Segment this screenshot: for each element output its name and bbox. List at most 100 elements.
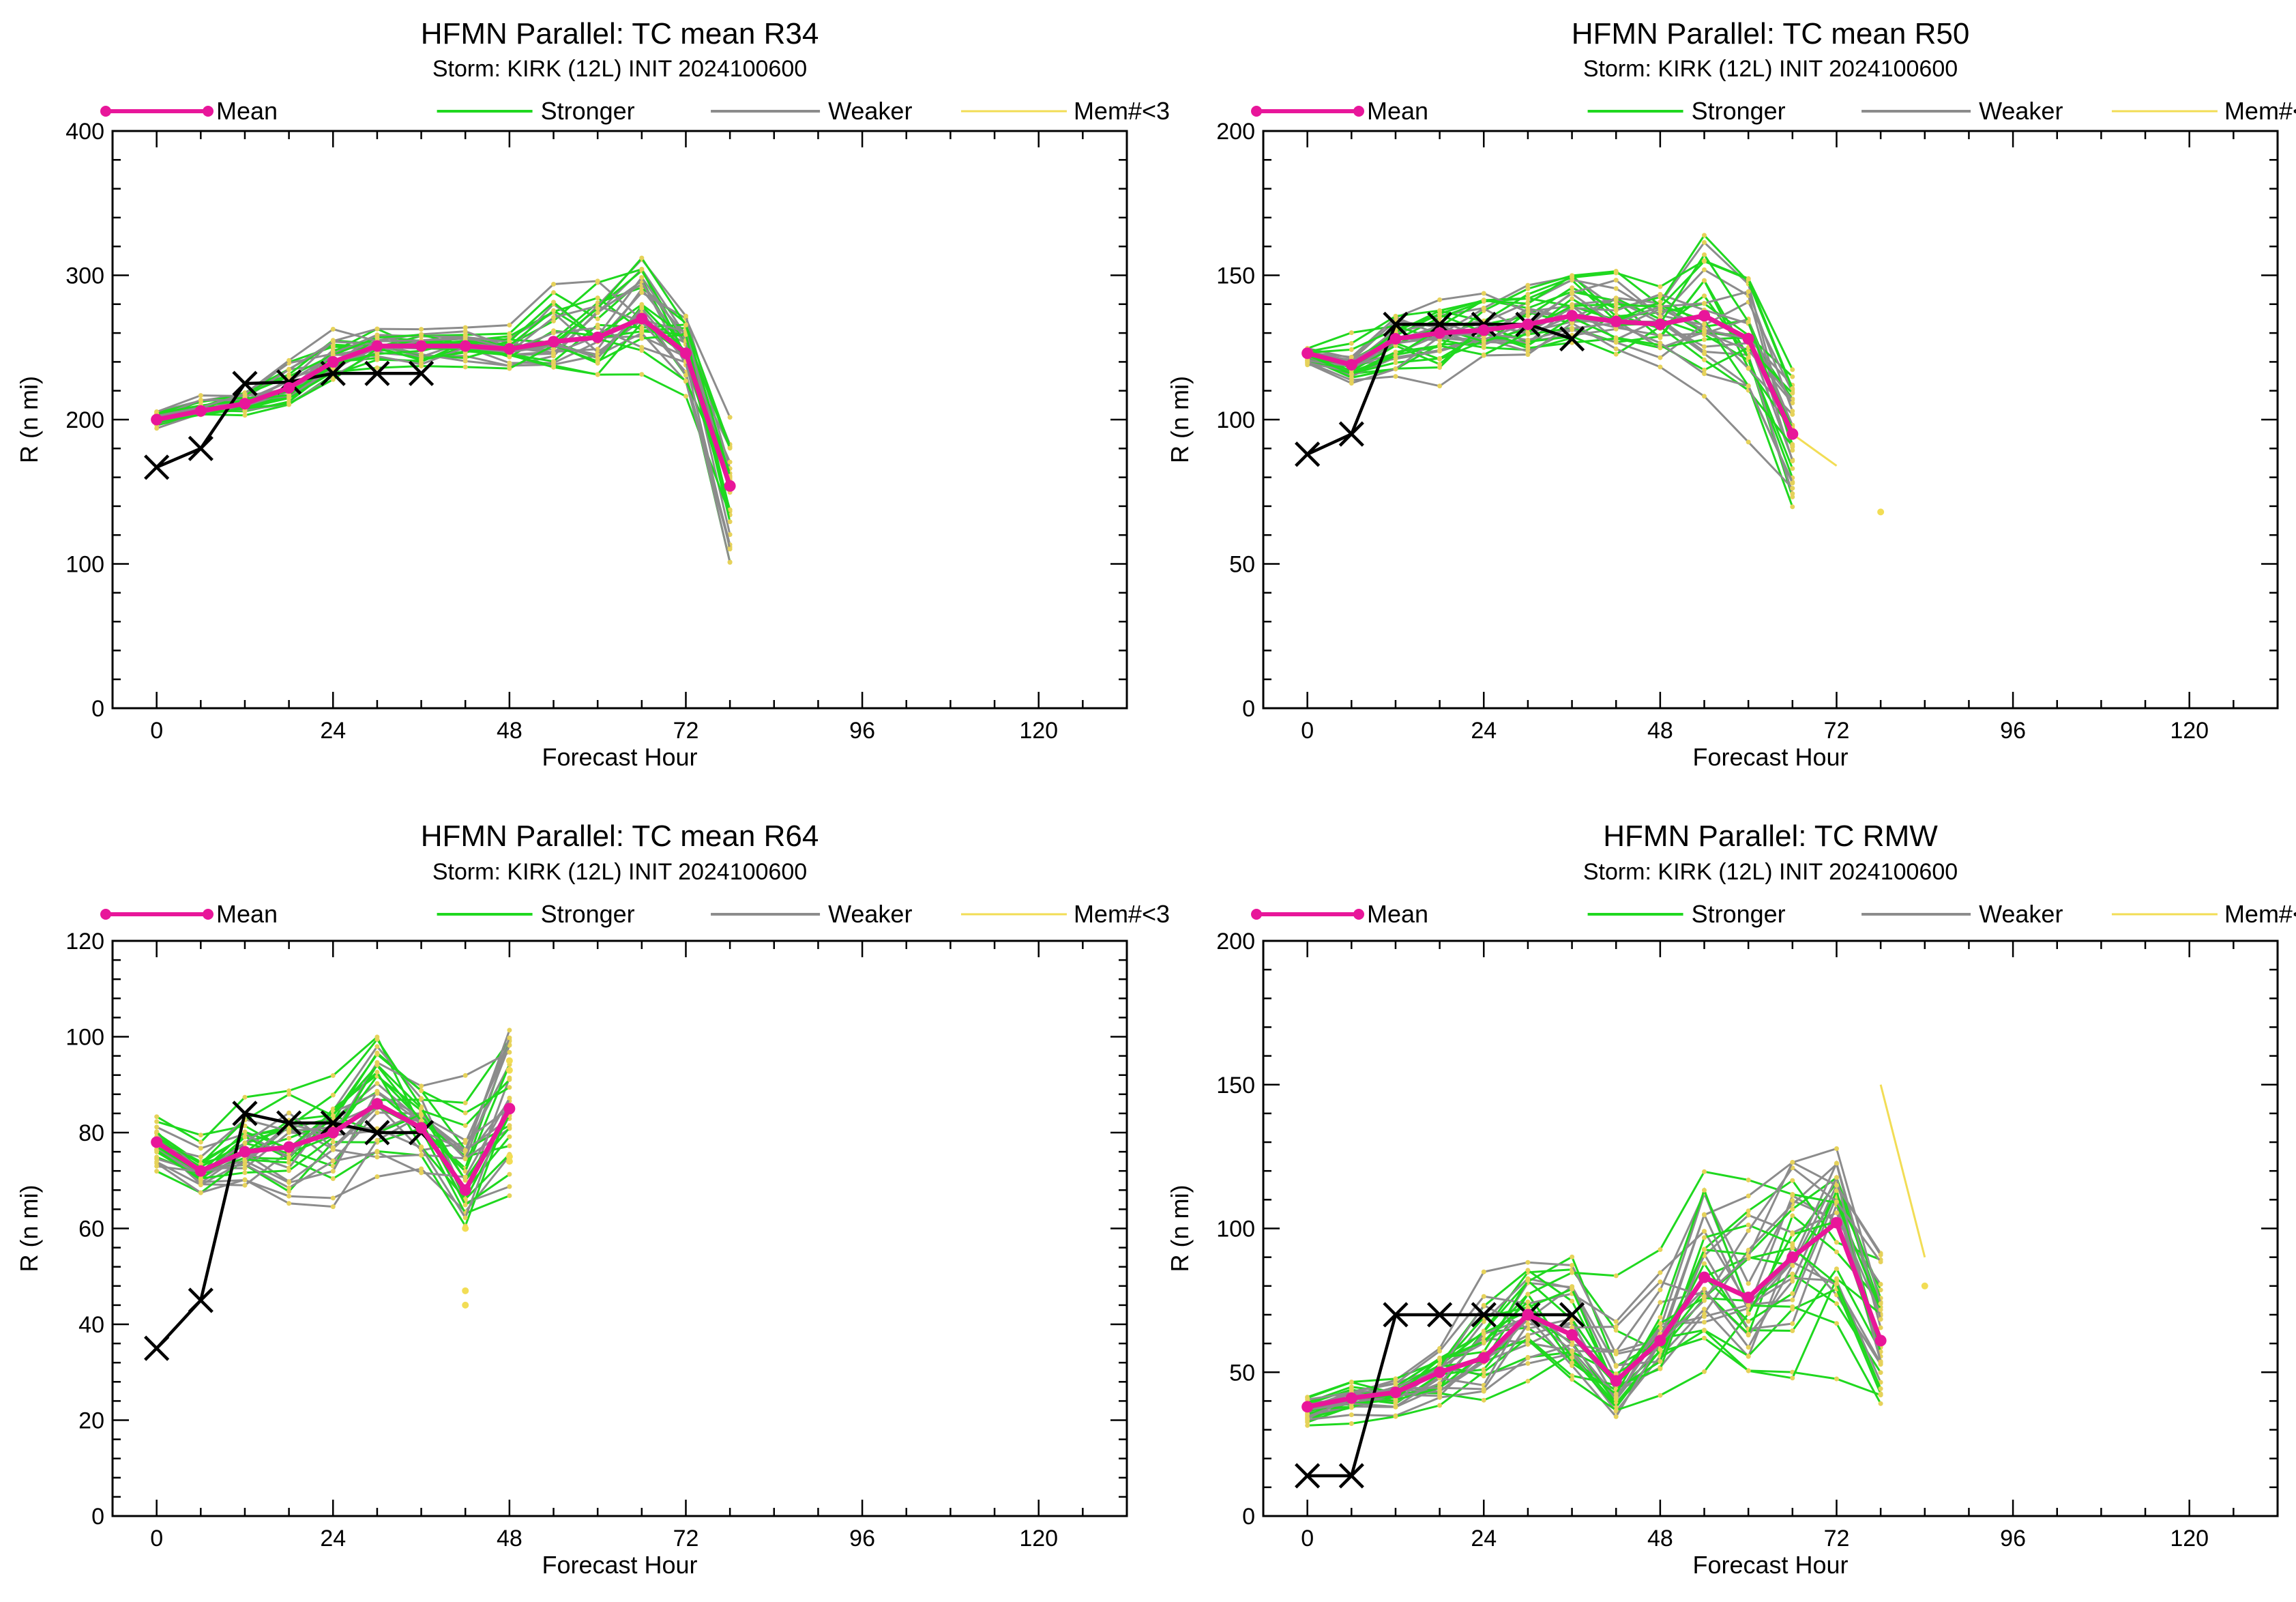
ensemble-member-point: [1702, 267, 1707, 272]
ensemble-member-point: [1790, 491, 1795, 496]
ensemble-member-point: [1481, 352, 1486, 358]
ensemble-member-point: [1702, 239, 1707, 245]
ensemble-member-point: [1878, 1259, 1883, 1264]
ensemble-member-point: [1349, 1380, 1354, 1385]
ensemble-member-line: [1307, 1160, 1882, 1421]
ensemble-member-point: [286, 358, 292, 363]
ensemble-member-point: [683, 322, 688, 327]
ensemble-member-point: [462, 1073, 468, 1078]
ensemble-member-point: [1525, 352, 1531, 358]
ensemble-member-point: [286, 1185, 292, 1191]
ensemble-member-point: [1525, 313, 1531, 319]
observed-marker: [144, 454, 170, 480]
observed-marker: [364, 1120, 390, 1146]
ensemble-member-line: [1307, 1174, 1882, 1411]
legend-few-members-label: Mem#<3: [2224, 97, 2296, 125]
ensemble-member-point: [1613, 1324, 1619, 1329]
x-tick-label: 120: [1019, 1526, 1058, 1552]
ensemble-member-point: [1349, 381, 1354, 386]
ensemble-member-point: [1613, 346, 1619, 351]
ensemble-member-point: [1613, 1319, 1619, 1324]
chart-subtitle: Storm: KIRK (12L) INIT 2024100600: [1583, 859, 1958, 885]
legend-stronger-label: Stronger: [1692, 97, 1786, 125]
ensemble-member-point: [1702, 1335, 1707, 1341]
mean-point: [1522, 1309, 1534, 1321]
y-tick-label: 100: [65, 552, 104, 578]
ensemble-member-point: [374, 1174, 380, 1180]
ensemble-member-point: [1790, 1297, 1795, 1302]
ensemble-member-point: [1790, 1271, 1795, 1277]
ensemble-member-point: [154, 1124, 160, 1130]
ensemble-member-line: [1307, 1220, 1882, 1412]
ensemble-member-point: [1746, 1222, 1751, 1227]
ensemble-member-point: [462, 1169, 468, 1174]
mean-point: [1345, 359, 1357, 371]
ensemble-member-point: [1746, 1178, 1751, 1182]
ensemble-member-point: [1790, 480, 1795, 486]
ensemble-member-point: [1746, 1247, 1751, 1253]
ensemble-member-line: [1307, 294, 1794, 469]
ensemble-member-point: [1437, 1356, 1443, 1362]
ensemble-member-point: [595, 325, 600, 330]
ensemble-member-point: [1790, 504, 1795, 510]
ensemble-member-point: [1437, 349, 1443, 354]
ensemble-member-point: [1437, 355, 1443, 361]
ensemble-member-point: [242, 1165, 248, 1171]
ensemble-member-point: [1746, 1193, 1751, 1199]
ensemble-member-point: [242, 1170, 248, 1176]
mean-point: [1389, 333, 1402, 345]
ensemble-member-point: [462, 1202, 468, 1208]
ensemble-member-point: [374, 1091, 380, 1096]
ensemble-member-point: [286, 1154, 292, 1160]
y-axis-label: R (n mi): [1166, 376, 1194, 463]
ensemble-member-point: [462, 1137, 468, 1143]
ensemble-member-point: [419, 1096, 424, 1101]
ensemble-member-point: [1613, 297, 1619, 303]
observed-marker: [1338, 1463, 1364, 1489]
ensemble-member-line: [1307, 290, 1794, 412]
plot-frame: [111, 940, 1128, 1517]
ensemble-member-point: [1570, 326, 1575, 332]
ensemble-member-point: [330, 1169, 336, 1174]
ensemble-member-point: [198, 1182, 203, 1188]
ensemble-member-point: [551, 290, 556, 295]
ensemble-member-point: [1878, 1307, 1883, 1313]
ensemble-member-point: [1702, 1314, 1707, 1320]
ensemble-member-point: [154, 426, 160, 431]
legend-mean-marker: [1251, 106, 1262, 117]
ensemble-member-point: [1790, 486, 1795, 491]
ensemble-member-point: [1878, 1317, 1883, 1322]
x-tick-label: 72: [673, 718, 699, 744]
ensemble-member-point: [198, 1146, 203, 1151]
mean-point: [1566, 310, 1578, 322]
x-axis-label: Forecast Hour: [1692, 1551, 1848, 1579]
ensemble-member-point: [1613, 335, 1619, 340]
x-tick-label: 48: [1647, 1526, 1673, 1552]
ensemble-member-point: [1525, 301, 1531, 306]
ensemble-member-point: [1570, 1373, 1575, 1378]
x-tick-label: 24: [320, 718, 346, 744]
ensemble-member-point: [1658, 284, 1663, 289]
ensemble-member-point: [1834, 1146, 1839, 1151]
ensemble-member-point: [330, 1159, 336, 1164]
few-members-line: [1879, 1084, 1926, 1258]
ensemble-member-point: [595, 372, 600, 377]
ensemble-member-line: [156, 333, 731, 523]
ensemble-member-point: [1613, 1408, 1619, 1413]
ensemble-member-point: [1658, 355, 1663, 360]
ensemble-member-point: [1525, 1337, 1531, 1343]
ensemble-member-point: [1393, 374, 1398, 379]
ensemble-member-line: [156, 332, 731, 548]
ensemble-member-point: [551, 319, 556, 323]
ensemble-member-point: [374, 351, 380, 357]
observed-marker: [144, 1335, 170, 1361]
legend-mean-label: Mean: [1367, 900, 1428, 928]
ensemble-member-point: [1437, 1388, 1443, 1394]
y-tick-label: 100: [1216, 407, 1255, 433]
ensemble-member-point: [727, 507, 733, 512]
mean-point: [283, 1141, 295, 1153]
ensemble-member-point: [419, 351, 424, 357]
legend-few-members-label: Mem#<3: [1074, 97, 1170, 125]
ensemble-member-point: [507, 1049, 512, 1055]
ensemble-member-point: [1658, 1393, 1663, 1398]
